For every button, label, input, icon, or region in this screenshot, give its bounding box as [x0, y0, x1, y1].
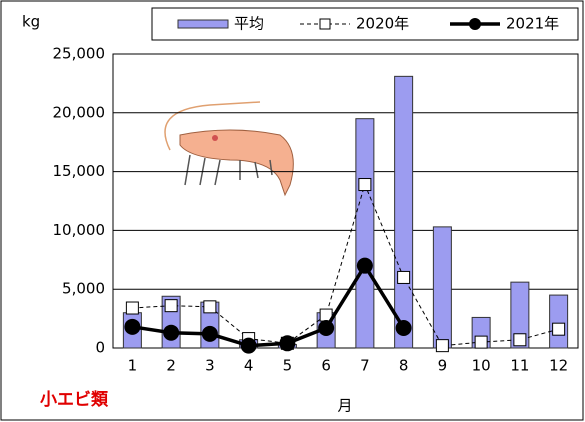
marker [279, 335, 296, 352]
x-tick-label: 3 [205, 357, 215, 375]
marker [513, 333, 527, 347]
x-tick-label: 11 [510, 357, 529, 375]
bar [394, 75, 414, 349]
y-tick-label: 0 [95, 339, 105, 357]
x-tick-label: 10 [472, 357, 491, 375]
marker [124, 318, 141, 335]
x-tick-label: 8 [399, 357, 409, 375]
x-tick-label: 12 [549, 357, 568, 375]
marker [358, 178, 372, 192]
y-tick-label: 25,000 [53, 45, 106, 63]
x-axis-label: 月 [337, 397, 352, 415]
x-tick-label: 6 [321, 357, 331, 375]
legend-swatch [177, 19, 229, 29]
marker [474, 335, 488, 349]
y-axis-label: kg [22, 13, 40, 31]
bar [355, 118, 375, 349]
legend-label: 2021年 [506, 15, 559, 33]
legend-marker [469, 18, 481, 30]
marker [125, 301, 139, 315]
x-tick-label: 5 [283, 357, 293, 375]
bar [432, 226, 452, 349]
marker [201, 325, 218, 342]
marker [435, 339, 449, 353]
marker [318, 320, 335, 337]
bar [549, 294, 569, 349]
marker [240, 337, 257, 354]
y-tick-label: 5,000 [62, 280, 105, 298]
y-tick-label: 15,000 [53, 162, 106, 180]
legend-label: 2020年 [356, 15, 409, 33]
marker [395, 320, 412, 337]
x-tick-label: 7 [360, 357, 370, 375]
y-tick-label: 20,000 [53, 103, 106, 121]
shrimp-illustration [164, 101, 294, 197]
x-tick-label: 2 [166, 357, 176, 375]
annotation: 小エビ類 [40, 390, 109, 410]
marker [164, 299, 178, 313]
marker [203, 300, 217, 314]
x-tick-label: 9 [438, 357, 448, 375]
legend-label: 平均 [234, 15, 264, 33]
y-tick-label: 10,000 [53, 221, 106, 239]
marker [356, 257, 373, 274]
bar [510, 281, 530, 349]
marker [552, 322, 566, 336]
x-tick-label: 1 [128, 357, 138, 375]
legend-marker [319, 18, 331, 30]
marker [397, 270, 411, 284]
x-tick-label: 4 [244, 357, 254, 375]
marker [163, 324, 180, 341]
